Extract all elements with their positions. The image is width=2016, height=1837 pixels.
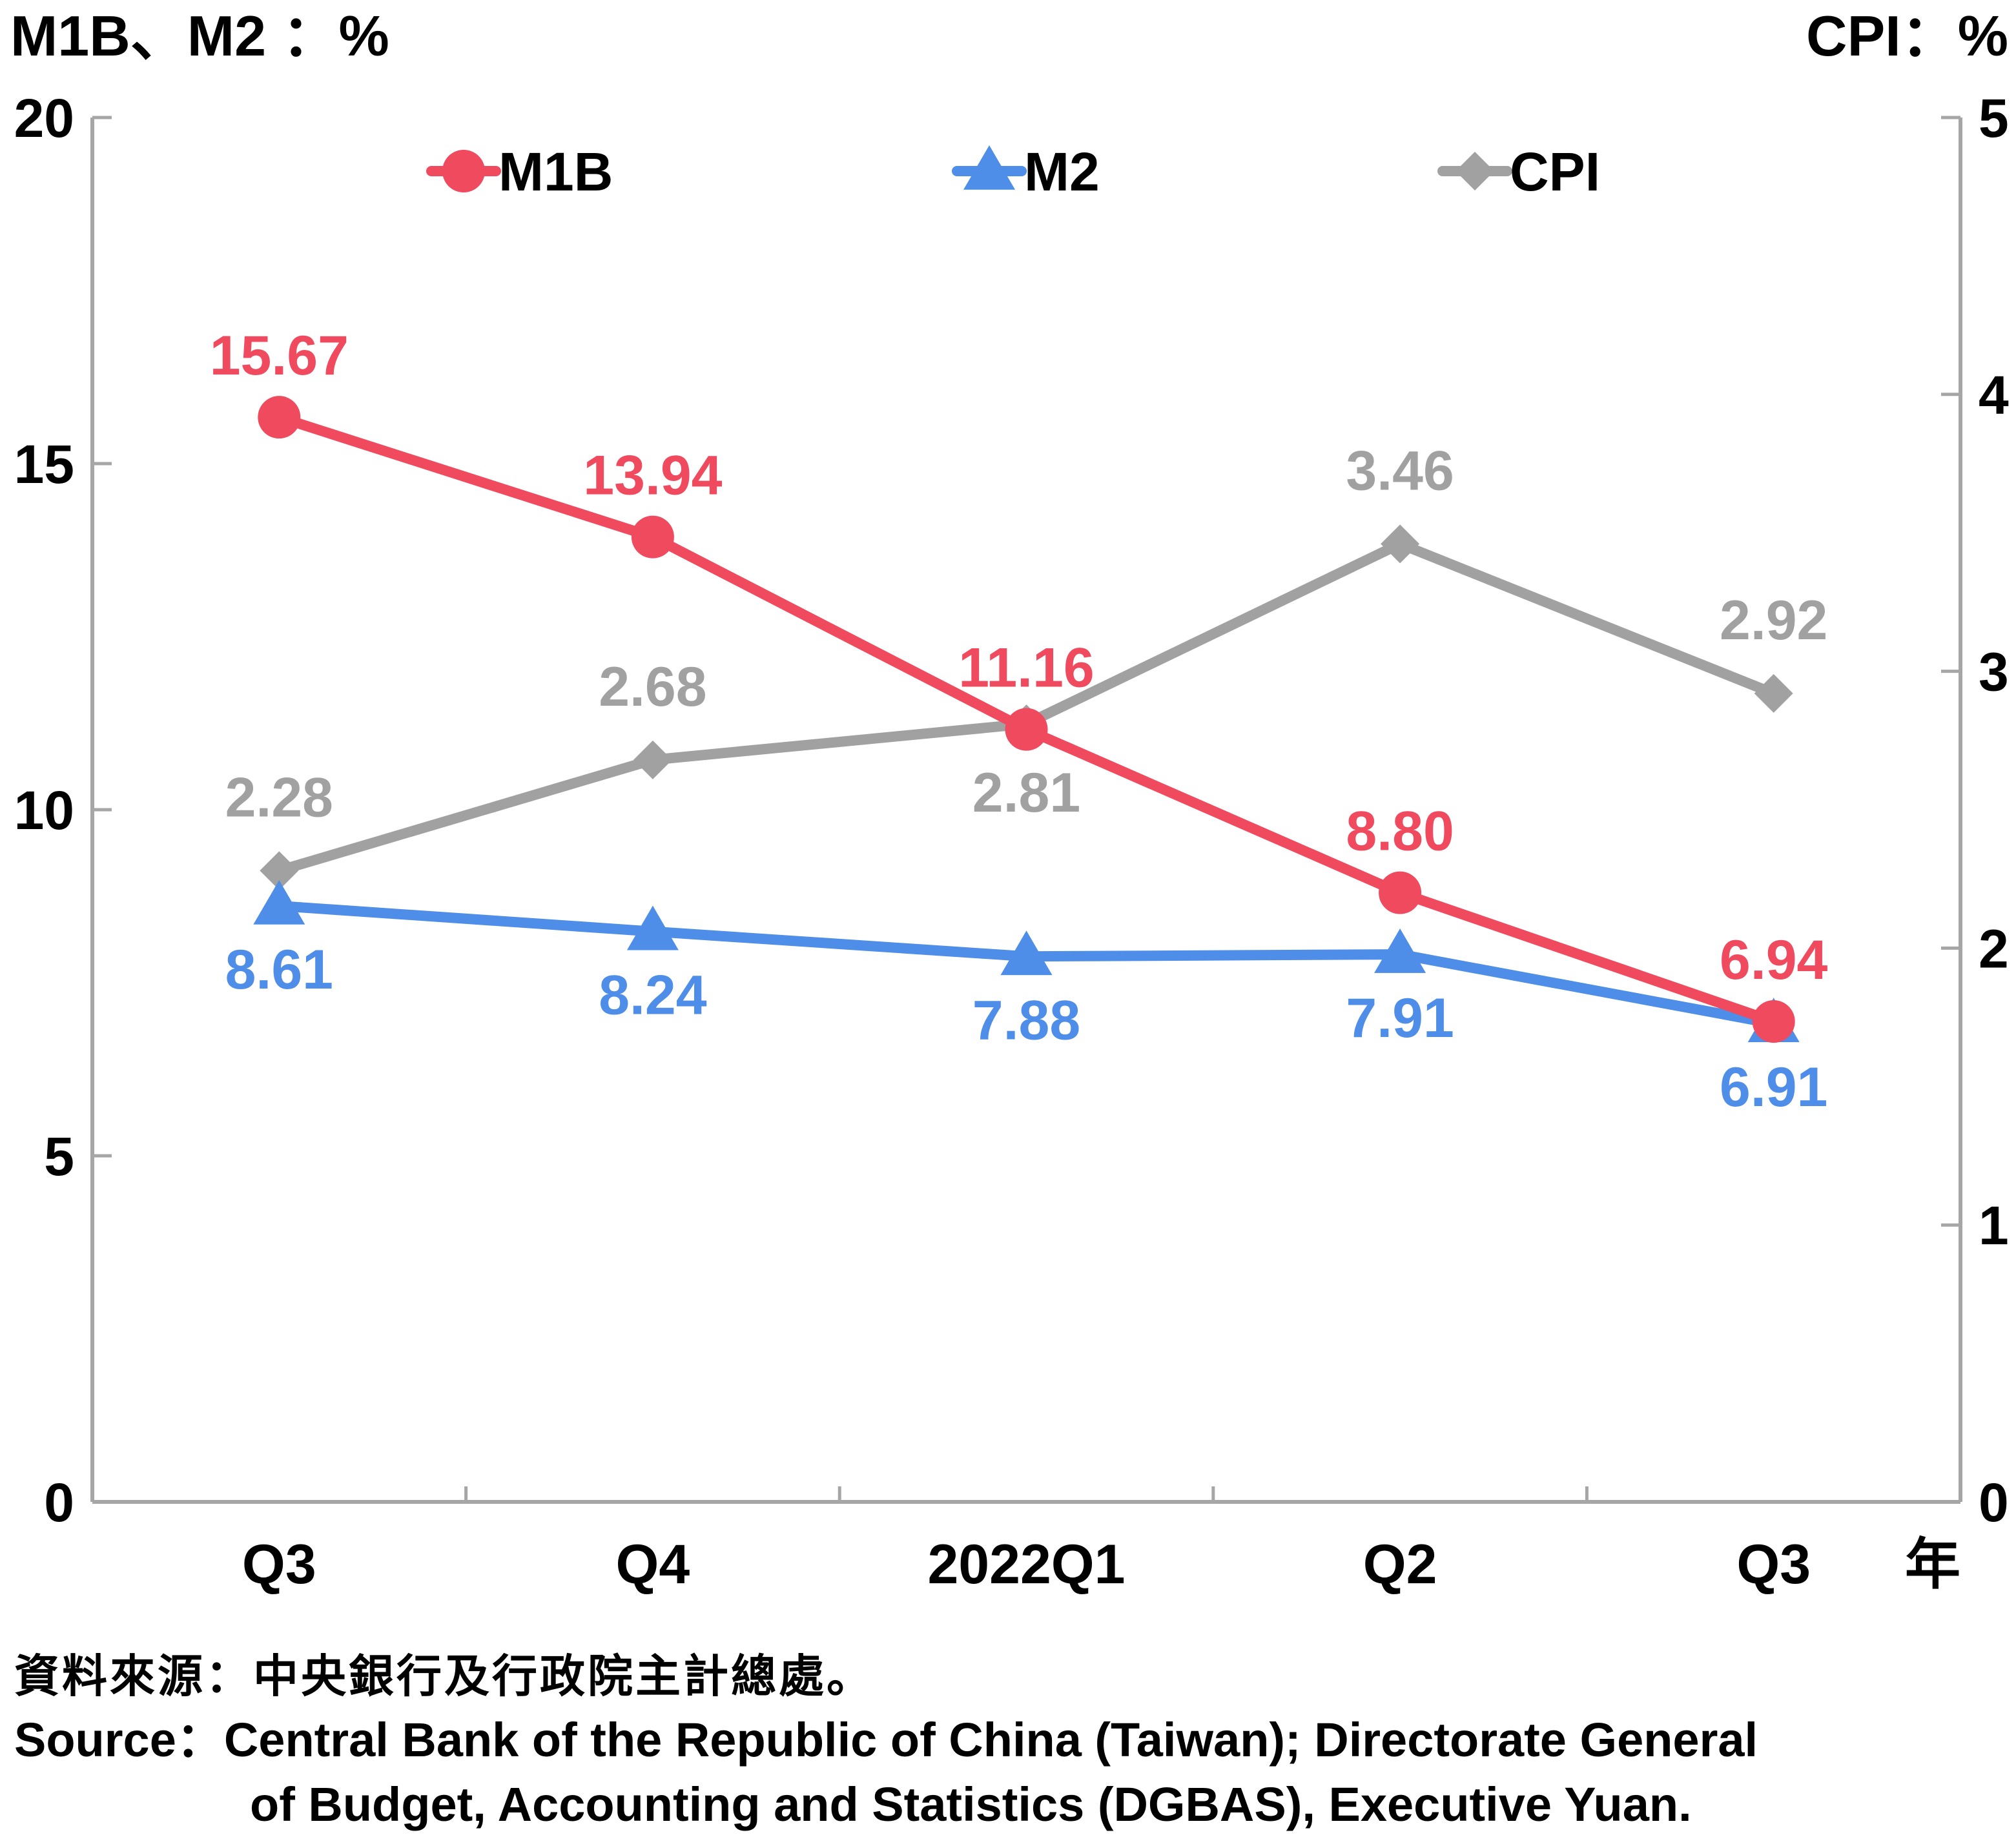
series-m1b bbox=[258, 396, 1795, 1043]
right-tick-label: 0 bbox=[1979, 1472, 2009, 1533]
cpi-point bbox=[1754, 673, 1793, 713]
m2-data-label: 6.91 bbox=[1720, 1056, 1827, 1118]
source-note-english-line1: Source：Central Bank of the Republic of C… bbox=[14, 1713, 1758, 1767]
left-tick-label: 5 bbox=[44, 1126, 74, 1187]
right-axis-title: CPI：% bbox=[1806, 4, 2008, 68]
x-category-label: 2022Q1 bbox=[927, 1534, 1125, 1596]
tick-labels: 0 5 10 15 20 0 1 2 3 4 5 Q3 Q4 2022Q1 Q2 Q3 年 bbox=[14, 88, 2009, 1596]
series-m2 bbox=[253, 880, 1800, 1043]
m2-data-label: 7.91 bbox=[1346, 987, 1454, 1049]
legend-marker bbox=[1455, 152, 1494, 190]
cpi-data-label: 2.28 bbox=[225, 766, 333, 828]
legend-item-m2: M2 bbox=[952, 141, 1100, 202]
cpi-data-label: 2.68 bbox=[599, 656, 706, 718]
left-tick-label: 20 bbox=[14, 88, 74, 149]
source-note-english: Source：Central Bank of the Republic of C… bbox=[14, 1708, 2010, 1837]
legend: M1B M2 CPI bbox=[426, 141, 1600, 202]
m1b-point bbox=[258, 396, 301, 439]
axes bbox=[90, 116, 1962, 1504]
right-tick-label: 2 bbox=[1979, 918, 2009, 979]
legend-item-cpi: CPI bbox=[1437, 141, 1600, 202]
m1b-data-label: 13.94 bbox=[583, 445, 722, 507]
legend-item-m1b: M1B bbox=[426, 141, 613, 202]
legend-label: CPI bbox=[1510, 141, 1600, 202]
chart: M1B、M2 ：% CPI：% 0 5 10 15 20 0 1 2 3 4 5 Q3 Q4 2022Q1… bbox=[10, 4, 2009, 1596]
m2-data-label: 8.24 bbox=[599, 965, 707, 1027]
cpi-data-label: 3.46 bbox=[1346, 440, 1454, 502]
m1b-point bbox=[631, 515, 674, 559]
legend-label: M2 bbox=[1024, 141, 1100, 202]
right-tick-label: 3 bbox=[1979, 642, 2009, 703]
source-note-chinese: 資料來源：中央銀行及行政院主計總處。 bbox=[14, 1651, 874, 1701]
m2-point bbox=[253, 880, 305, 925]
right-tick-label: 1 bbox=[1979, 1195, 2009, 1256]
cpi-data-label: 2.81 bbox=[972, 762, 1080, 824]
cpi-point bbox=[633, 740, 672, 779]
series-cpi bbox=[260, 524, 1793, 890]
left-axis-title: M1B、M2 ：% bbox=[10, 4, 389, 68]
left-tick-label: 0 bbox=[44, 1472, 74, 1533]
m1b-point bbox=[1379, 871, 1422, 914]
x-category-label: Q4 bbox=[616, 1534, 690, 1596]
right-tick-label: 4 bbox=[1979, 365, 2009, 426]
m2-point bbox=[1374, 929, 1426, 973]
x-category-label: Q2 bbox=[1363, 1534, 1437, 1596]
left-tick-label: 15 bbox=[14, 434, 74, 495]
series-group bbox=[253, 396, 1800, 1043]
data-labels: 2.28 2.68 2.81 3.46 2.92 8.61 8.24 7.88 7.91 6.91… bbox=[210, 325, 1828, 1118]
m2-data-label: 7.88 bbox=[972, 989, 1080, 1051]
x-category-label: Q3 bbox=[242, 1534, 316, 1596]
m1b-data-label: 11.16 bbox=[958, 637, 1094, 699]
cpi-point bbox=[1381, 524, 1420, 564]
cpi-data-label: 2.92 bbox=[1720, 590, 1827, 652]
cpi-point bbox=[260, 851, 299, 890]
source-note-english-line2: of Budget, Accounting and Statistics (DG… bbox=[250, 1778, 1692, 1831]
m1b-data-label: 8.80 bbox=[1346, 801, 1454, 863]
left-tick-label: 10 bbox=[14, 780, 74, 841]
x-unit-label: 年 bbox=[1905, 1534, 1960, 1596]
m1b-point bbox=[1752, 1000, 1795, 1043]
m2-point bbox=[1000, 930, 1053, 976]
legend-marker bbox=[442, 150, 485, 192]
m2-point bbox=[626, 905, 679, 950]
m1b-data-label: 15.67 bbox=[210, 325, 349, 387]
m2-data-label: 8.61 bbox=[225, 939, 333, 1001]
legend-label: M1B bbox=[499, 141, 613, 202]
m1b-point bbox=[1005, 708, 1048, 751]
x-category-label: Q3 bbox=[1736, 1534, 1811, 1596]
right-tick-label: 5 bbox=[1979, 88, 2009, 149]
m1b-data-label: 6.94 bbox=[1720, 929, 1828, 991]
legend-marker bbox=[963, 145, 1015, 190]
